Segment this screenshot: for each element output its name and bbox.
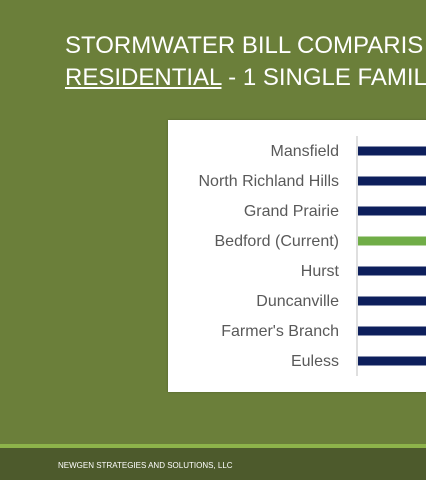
chart-panel: Mansfield North Richland Hills Grand Prair… [168,120,426,392]
title-residential: RESIDENTIAL [65,64,222,91]
category-label: Euless [291,353,339,370]
category-label: Bedford (Current) [215,233,340,250]
slide-title: STORMWATER BILL COMPARIS RESIDENTIAL - 1… [65,30,426,94]
title-line-2: RESIDENTIAL - 1 SINGLE FAMIL [65,62,426,94]
bar-grand-prairie [358,206,426,216]
footer-stripe [0,444,426,448]
category-label: Hurst [301,263,340,280]
bar-hurst [358,266,426,276]
category-label: Mansfield [271,143,339,160]
bar-farmer-s-branch [358,326,426,336]
title-line-1: STORMWATER BILL COMPARIS [65,32,424,59]
bar-euless [358,356,426,366]
bar-mansfield [358,146,426,156]
bar-bedford-current [358,236,426,246]
category-label: Grand Prairie [244,203,339,220]
category-label: Duncanville [256,293,339,310]
category-label: Farmer's Branch [221,323,339,340]
footer-bar [0,448,426,480]
category-label: North Richland Hills [199,173,340,190]
bar-north-richland-hills [358,176,426,186]
title-single-family: - 1 SINGLE FAMIL [221,64,426,91]
bar-duncanville [358,296,426,306]
bar-chart: Mansfield North Richland Hills Grand Prair… [199,136,426,376]
footer-company: NEWGEN STRATEGIES AND SOLUTIONS, LLC [58,461,233,470]
